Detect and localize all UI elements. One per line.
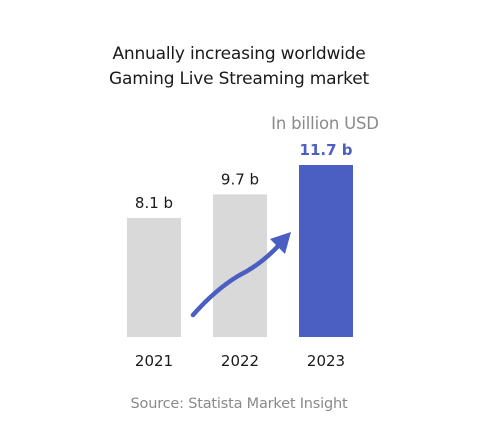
trend-arrow-line bbox=[190, 241, 283, 318]
bar-2023 bbox=[299, 165, 353, 337]
x-tick-2021: 2021 bbox=[135, 352, 173, 370]
chart-title-line-1: Annually increasing worldwide bbox=[112, 44, 366, 64]
unit-label: In billion USD bbox=[271, 114, 379, 133]
source-note: Source: Statista Market Insight bbox=[130, 396, 348, 412]
trend-arrow-head bbox=[270, 232, 291, 254]
x-tick-2023: 2023 bbox=[307, 352, 345, 370]
value-label-2022: 9.7 b bbox=[221, 170, 259, 188]
value-label-2021: 8.1 b bbox=[135, 194, 173, 212]
x-tick-2022: 2022 bbox=[221, 352, 259, 370]
bar-2021 bbox=[127, 217, 181, 337]
chart-title-line-2: Gaming Live Streaming market bbox=[109, 69, 369, 89]
value-label-2023: 11.7 b bbox=[300, 141, 353, 159]
